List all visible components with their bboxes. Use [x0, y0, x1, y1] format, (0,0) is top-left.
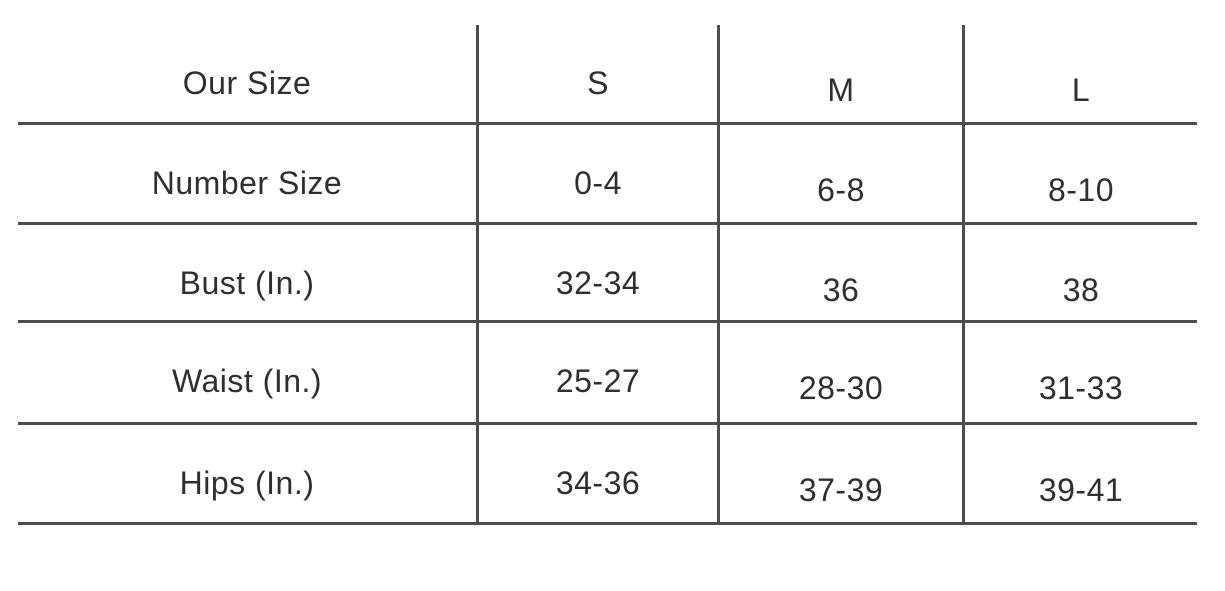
col-header-our-size: Our Size	[18, 25, 476, 125]
cell-bust-s: 32-34	[476, 225, 717, 323]
cell-hips-l: 39-41	[962, 425, 1197, 525]
cell-waist-l: 31-33	[962, 323, 1197, 425]
cell-number-size-s: 0-4	[476, 125, 717, 225]
row-label-bust: Bust (In.)	[18, 225, 476, 323]
row-label-number-size: Number Size	[18, 125, 476, 225]
size-chart-table: Our Size S M L Number Size 0-4 6-8 8-10 …	[18, 25, 1197, 525]
row-label-waist: Waist (In.)	[18, 323, 476, 425]
col-header-size-l: L	[962, 25, 1197, 125]
cell-bust-l: 38	[962, 225, 1197, 323]
col-header-size-s: S	[476, 25, 717, 125]
cell-waist-s: 25-27	[476, 323, 717, 425]
cell-waist-m: 28-30	[717, 323, 962, 425]
cell-hips-m: 37-39	[717, 425, 962, 525]
cell-number-size-m: 6-8	[717, 125, 962, 225]
cell-bust-m: 36	[717, 225, 962, 323]
cell-number-size-l: 8-10	[962, 125, 1197, 225]
col-header-size-m: M	[717, 25, 962, 125]
cell-hips-s: 34-36	[476, 425, 717, 525]
row-label-hips: Hips (In.)	[18, 425, 476, 525]
